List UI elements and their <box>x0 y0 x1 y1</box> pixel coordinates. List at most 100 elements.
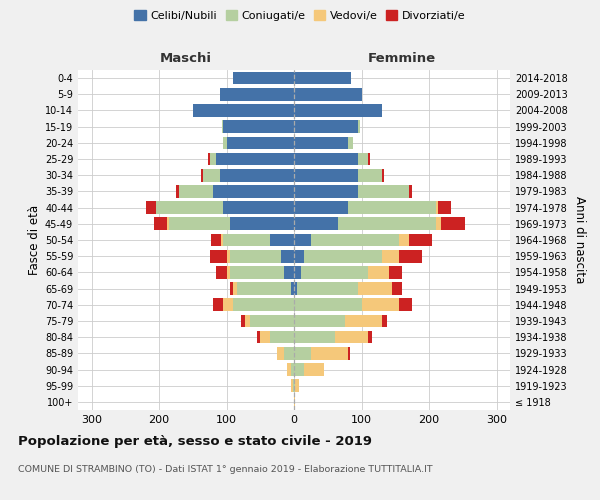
Text: COMUNE DI STRAMBINO (TO) - Dati ISTAT 1° gennaio 2019 - Elaborazione TUTTITALIA.: COMUNE DI STRAMBINO (TO) - Dati ISTAT 1°… <box>18 465 433 474</box>
Bar <box>241 314 245 328</box>
Bar <box>284 266 294 278</box>
Bar <box>358 169 382 181</box>
Bar <box>348 202 436 214</box>
Bar <box>294 314 344 328</box>
Bar <box>230 282 233 295</box>
Bar <box>304 363 325 376</box>
Bar <box>361 298 398 311</box>
Bar <box>301 266 368 278</box>
Bar <box>409 234 433 246</box>
Bar <box>382 169 384 181</box>
Bar <box>245 314 250 328</box>
Bar <box>392 282 402 295</box>
Bar <box>230 218 294 230</box>
Bar <box>209 250 227 262</box>
Bar <box>382 314 387 328</box>
Bar <box>176 185 179 198</box>
Text: Femmine: Femmine <box>368 52 436 65</box>
Bar <box>311 234 398 246</box>
Bar <box>294 72 352 85</box>
Bar <box>294 104 382 117</box>
Bar <box>213 298 223 311</box>
Bar <box>233 72 294 85</box>
Bar <box>436 202 438 214</box>
Legend: Celibi/Nubili, Coniugati/e, Vedovi/e, Divorziati/e: Celibi/Nubili, Coniugati/e, Vedovi/e, Di… <box>130 6 470 25</box>
Bar <box>294 185 358 198</box>
Bar <box>294 234 311 246</box>
Bar <box>294 331 335 344</box>
Bar <box>223 234 271 246</box>
Bar <box>294 347 311 360</box>
Bar <box>167 218 169 230</box>
Bar <box>441 218 465 230</box>
Bar <box>294 298 361 311</box>
Bar <box>294 380 295 392</box>
Bar <box>222 120 223 133</box>
Y-axis label: Fasce di età: Fasce di età <box>28 205 41 275</box>
Bar <box>295 380 299 392</box>
Bar <box>213 185 294 198</box>
Bar <box>223 202 294 214</box>
Bar <box>209 152 217 166</box>
Bar <box>338 218 436 230</box>
Bar <box>436 218 441 230</box>
Bar <box>169 218 230 230</box>
Bar <box>294 169 358 181</box>
Bar <box>348 347 350 360</box>
Bar <box>294 218 338 230</box>
Bar <box>233 282 236 295</box>
Bar <box>193 104 294 117</box>
Bar <box>294 120 358 133</box>
Bar <box>358 185 409 198</box>
Bar <box>290 282 294 295</box>
Bar <box>358 120 360 133</box>
Bar <box>294 363 304 376</box>
Bar <box>294 396 295 408</box>
Bar <box>298 282 358 295</box>
Bar <box>230 266 284 278</box>
Bar <box>389 266 402 278</box>
Bar <box>382 250 398 262</box>
Bar <box>398 234 409 246</box>
Bar <box>179 185 213 198</box>
Bar <box>344 314 382 328</box>
Text: Popolazione per età, sesso e stato civile - 2019: Popolazione per età, sesso e stato civil… <box>18 435 372 448</box>
Bar <box>260 331 271 344</box>
Bar <box>227 266 230 278</box>
Bar <box>233 298 294 311</box>
Bar <box>368 266 389 278</box>
Bar <box>287 363 290 376</box>
Bar <box>311 347 348 360</box>
Bar <box>227 250 230 262</box>
Bar <box>155 202 223 214</box>
Bar <box>290 363 294 376</box>
Bar <box>368 331 371 344</box>
Bar <box>203 169 220 181</box>
Bar <box>208 152 209 166</box>
Bar <box>294 136 348 149</box>
Bar <box>294 250 304 262</box>
Bar <box>281 250 294 262</box>
Bar <box>438 202 451 214</box>
Bar <box>358 282 392 295</box>
Bar <box>294 202 348 214</box>
Bar <box>220 88 294 101</box>
Bar <box>257 331 260 344</box>
Bar <box>398 298 412 311</box>
Bar <box>227 136 294 149</box>
Bar <box>294 88 361 101</box>
Bar <box>223 136 227 149</box>
Bar <box>277 347 284 360</box>
Bar <box>271 234 294 246</box>
Bar <box>293 380 294 392</box>
Bar <box>284 347 294 360</box>
Bar <box>291 380 293 392</box>
Bar <box>236 282 290 295</box>
Bar <box>335 331 368 344</box>
Bar <box>230 250 281 262</box>
Bar <box>201 169 203 181</box>
Bar <box>223 298 233 311</box>
Bar <box>294 282 298 295</box>
Bar <box>223 120 294 133</box>
Bar <box>145 202 155 214</box>
